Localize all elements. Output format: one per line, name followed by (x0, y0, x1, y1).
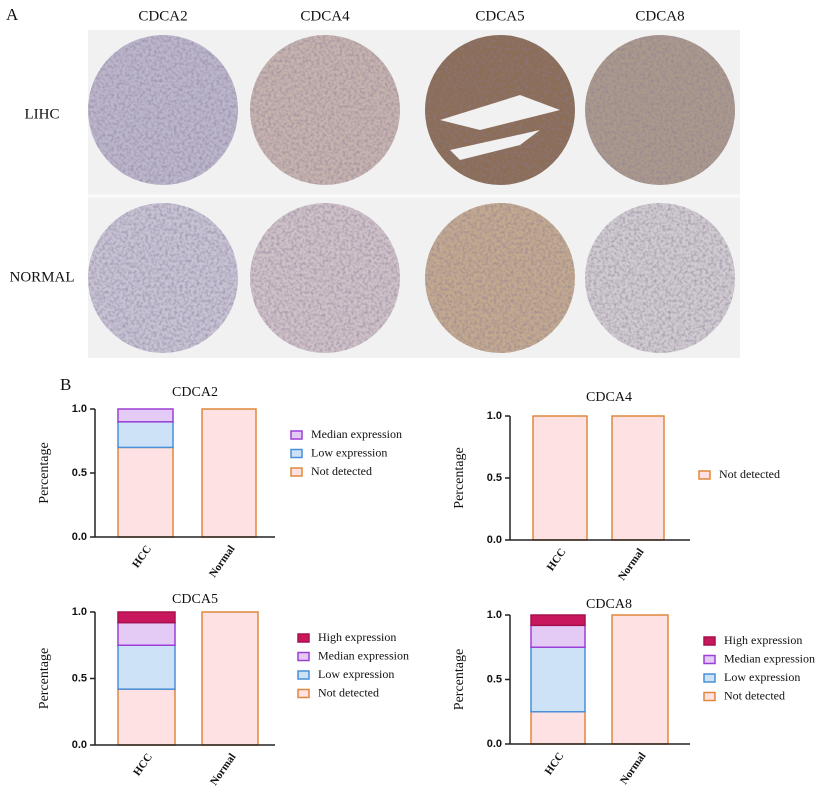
legend-label: Not detected (719, 467, 780, 481)
tissue-texture (250, 35, 400, 185)
bar-segment (530, 711, 586, 745)
chart-title: CDCA5 (172, 592, 218, 607)
bar-segment (532, 415, 588, 541)
bar-segment (117, 421, 174, 449)
y-tick-label: 0.5 (487, 472, 502, 484)
x-tick-label: Normal (616, 546, 647, 582)
legend-swatch (297, 670, 310, 680)
legend-swatch (703, 691, 716, 702)
tissue-texture (585, 203, 735, 353)
x-tick-label: Normal (618, 750, 649, 786)
bar-segment (201, 611, 259, 746)
y-tick-label: 0.0 (487, 738, 502, 750)
legend-swatch (703, 673, 716, 683)
chart-title: CDCA4 (586, 390, 632, 405)
y-axis-label: Percentage (37, 648, 52, 709)
y-tick-label: 0.0 (72, 739, 87, 751)
column-label: CDCA2 (138, 8, 187, 24)
tissue-texture (425, 203, 575, 353)
panel-label: A (6, 5, 19, 24)
y-tick-label: 1.0 (487, 609, 502, 621)
chart-title: CDCA2 (172, 385, 218, 400)
bar-segment (201, 408, 257, 538)
tissue-texture (88, 203, 238, 353)
tissue-texture (88, 35, 238, 185)
legend-swatch (297, 651, 310, 662)
column-label: CDCA4 (300, 8, 350, 24)
x-tick-label: HCC (131, 751, 155, 778)
legend-label: Not detected (724, 688, 785, 702)
y-axis-label: Percentage (452, 447, 467, 508)
bar-segment (117, 408, 174, 423)
legend-label: Median expression (311, 427, 402, 441)
tissue-images (88, 35, 735, 353)
legend-swatch (698, 470, 711, 480)
x-tick-label: HCC (130, 543, 154, 570)
legend-swatch (290, 467, 303, 477)
column-label: CDCA5 (475, 8, 524, 24)
legend-label: High expression (724, 633, 802, 647)
legend-swatch (297, 688, 310, 699)
legend-swatch (703, 636, 716, 646)
legend-swatch (297, 633, 310, 643)
row-label: NORMAL (9, 269, 74, 285)
legend-label: Low expression (724, 670, 800, 684)
tissue-gap (440, 95, 560, 160)
row-label: LIHC (25, 106, 60, 122)
bar-segment (611, 614, 669, 745)
legend-swatch (290, 430, 303, 440)
legend-label: Not detected (311, 464, 372, 478)
legend-label: Low expression (318, 667, 394, 681)
bar-segment (117, 688, 176, 746)
tissue-texture (585, 35, 735, 185)
y-axis-label: Percentage (37, 442, 52, 503)
legend-swatch (290, 448, 303, 459)
y-axis-label: Percentage (452, 649, 467, 710)
bar-segment (530, 614, 586, 627)
legend-label: Low expression (311, 445, 387, 459)
y-tick-label: 1.0 (72, 403, 87, 415)
y-tick-label: 0.0 (72, 531, 87, 543)
legend-swatch (703, 654, 716, 665)
legend-label: Median expression (724, 651, 815, 665)
y-tick-label: 1.0 (487, 410, 502, 422)
x-tick-label: Normal (207, 543, 238, 579)
column-label: CDCA8 (635, 8, 684, 24)
y-tick-label: 0.0 (487, 534, 502, 546)
legend-label: High expression (318, 630, 396, 644)
y-tick-label: 0.5 (72, 467, 87, 479)
bar-segment (530, 624, 586, 649)
panel-label: B (60, 375, 71, 394)
x-tick-label: Normal (208, 751, 239, 787)
y-tick-label: 0.5 (487, 673, 502, 685)
y-tick-label: 1.0 (72, 606, 87, 618)
bar-segment (117, 611, 176, 624)
chart-title: CDCA8 (586, 597, 632, 612)
bar-segment (611, 415, 665, 541)
bar-segment (117, 644, 176, 690)
legend-label: Not detected (318, 685, 379, 699)
x-tick-label: HCC (543, 750, 567, 777)
legend-label: Median expression (318, 648, 409, 662)
y-tick-label: 0.5 (72, 672, 87, 684)
bar-segment (530, 646, 586, 713)
x-tick-label: HCC (545, 546, 569, 573)
bar-segment (117, 621, 176, 647)
bar-segment (117, 446, 174, 538)
tissue-texture (250, 203, 400, 353)
